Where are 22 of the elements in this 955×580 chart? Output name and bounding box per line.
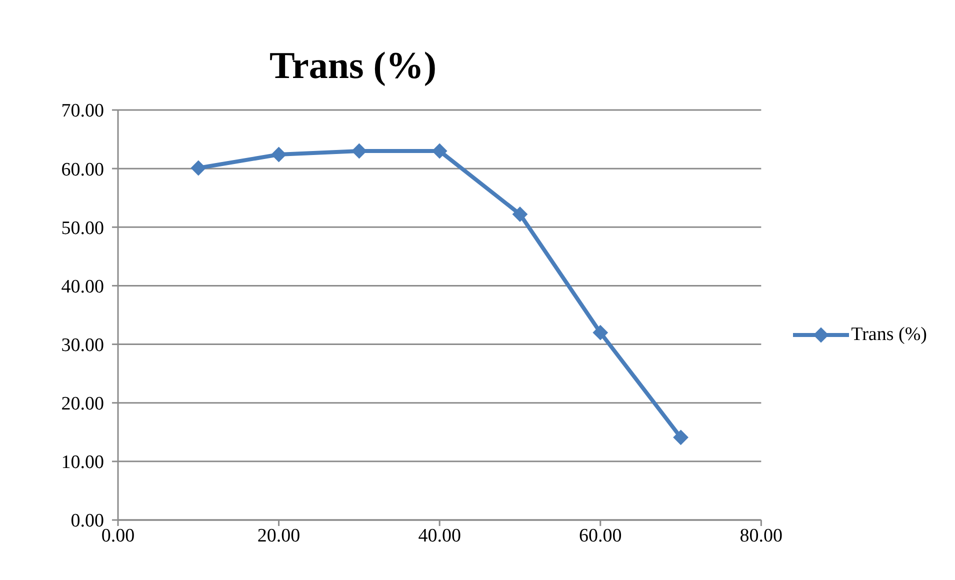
x-tick-label: 60.00	[579, 525, 622, 546]
point	[271, 147, 286, 162]
point	[673, 430, 688, 445]
y-tick-label: 50.00	[61, 218, 104, 239]
point	[432, 144, 448, 158]
point	[512, 206, 528, 222]
y-tick-label: 20.00	[61, 394, 104, 415]
y-tick-label: 70.00	[61, 100, 104, 122]
point	[190, 160, 206, 176]
y-tick-label: 0.00	[70, 510, 104, 532]
y-tick-label: 30.00	[61, 335, 104, 356]
legend-label: Trans (%)	[851, 324, 927, 346]
x-tick-label: 40.00	[418, 525, 461, 546]
x-tick-label: 20.00	[257, 525, 300, 546]
y-tick-label: 60.00	[61, 159, 104, 180]
x-tick-label: 0.00	[101, 525, 135, 546]
chart-title: Trans (%)	[268, 44, 438, 89]
x-tick-label: 80.00	[740, 525, 783, 546]
y-tick-label: 10.00	[61, 452, 104, 474]
point	[592, 325, 608, 340]
point	[352, 144, 367, 158]
y-tick-label: 40.00	[61, 276, 104, 298]
